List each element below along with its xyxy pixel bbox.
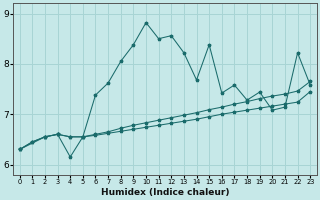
X-axis label: Humidex (Indice chaleur): Humidex (Indice chaleur) [101, 188, 229, 197]
